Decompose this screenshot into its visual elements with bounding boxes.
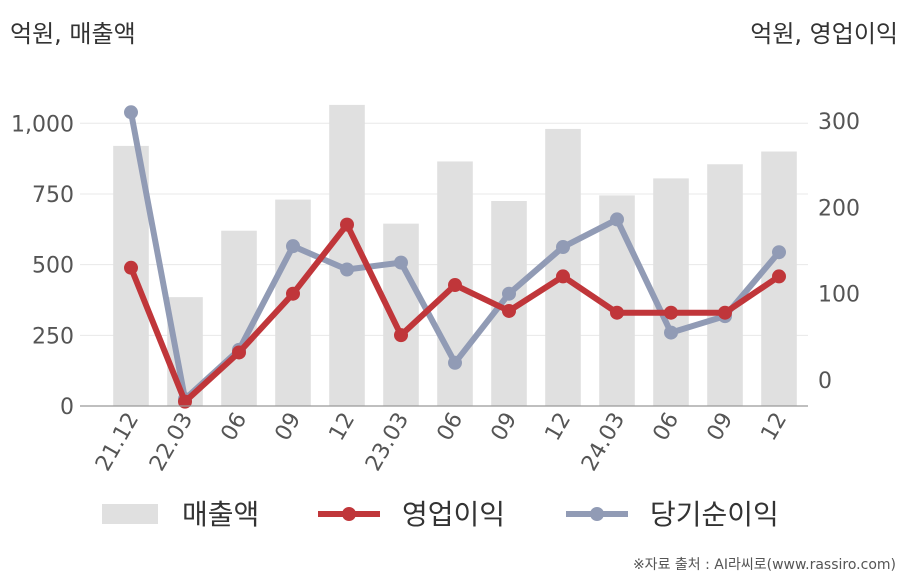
x-tick-label: 06 (217, 409, 253, 446)
legend-label-net: 당기순이익 (650, 498, 779, 531)
operating-income-point (232, 345, 246, 360)
left-tick-label: 0 (60, 395, 74, 420)
left-tick-label: 500 (32, 254, 74, 279)
bar (707, 164, 743, 406)
bar (275, 199, 311, 406)
net-income-point (610, 212, 624, 227)
x-axis: 21.12 22.03 06 09 12 23.03 06 09 12 24.03 06 09 12 (80, 405, 808, 476)
right-tick-label: 100 (818, 283, 860, 308)
x-tick-label: 06 (433, 409, 469, 446)
legend-bar-swatch (102, 504, 158, 524)
operating-income-point (124, 260, 138, 275)
net-income-point (502, 286, 516, 301)
x-tick-label: 24.03 (577, 409, 630, 476)
right-axis: 0 100 200 300 (818, 110, 860, 394)
line-series (124, 105, 786, 409)
operating-income-point (772, 269, 786, 284)
left-tick-label: 750 (32, 183, 74, 208)
x-tick-label: 09 (703, 409, 739, 446)
x-tick-label: 09 (271, 409, 307, 446)
left-axis: 0 250 500 750 1,000 (11, 112, 74, 420)
x-tick-label: 21.12 (91, 409, 144, 476)
operating-income-point (502, 303, 516, 318)
x-tick-label: 12 (757, 409, 793, 446)
x-tick-label: 22.03 (145, 409, 198, 476)
bar (545, 128, 581, 406)
bar (221, 230, 257, 406)
operating-income-point (556, 269, 570, 284)
right-tick-label: 200 (818, 196, 860, 221)
legend-label-operating: 영업이익 (402, 498, 505, 531)
net-income-point (448, 355, 462, 370)
source-note: ※자료 출처 : AI라씨로(www.rassiro.com) (632, 557, 896, 573)
left-tick-label: 250 (32, 324, 74, 349)
bar (599, 195, 635, 406)
legend-net-marker (590, 507, 604, 521)
operating-income-point (286, 286, 300, 301)
legend: 매출액 영업이익 당기순이익 (102, 498, 779, 531)
x-tick-label: 12 (325, 409, 361, 446)
net-income-point (394, 255, 408, 270)
operating-income-point (178, 394, 192, 409)
operating-income-point (448, 278, 462, 293)
operating-income-point (340, 217, 354, 232)
legend-label-revenue: 매출액 (182, 498, 259, 531)
bar (653, 178, 689, 406)
left-axis-unit: 억원, 매출액 (10, 20, 136, 48)
operating-income-point (610, 305, 624, 320)
net-income-point (286, 239, 300, 254)
x-tick-label: 12 (541, 409, 577, 446)
x-tick-label: 06 (649, 409, 685, 446)
right-axis-unit: 억원, 영업이익 (750, 20, 898, 48)
right-tick-label: 0 (818, 369, 832, 394)
x-tick-label: 23.03 (361, 409, 414, 476)
net-income-point (664, 325, 678, 340)
left-tick-label: 1,000 (11, 112, 74, 137)
net-income-point (556, 240, 570, 255)
operating-income-point (718, 305, 732, 320)
net-income-point (340, 262, 354, 277)
operating-income-point (664, 305, 678, 320)
right-tick-label: 300 (818, 110, 860, 135)
operating-income-point (394, 328, 408, 343)
legend-operating-marker (342, 507, 356, 521)
net-income-point (772, 245, 786, 260)
net-income-point (124, 105, 138, 120)
x-tick-label: 09 (487, 409, 523, 446)
